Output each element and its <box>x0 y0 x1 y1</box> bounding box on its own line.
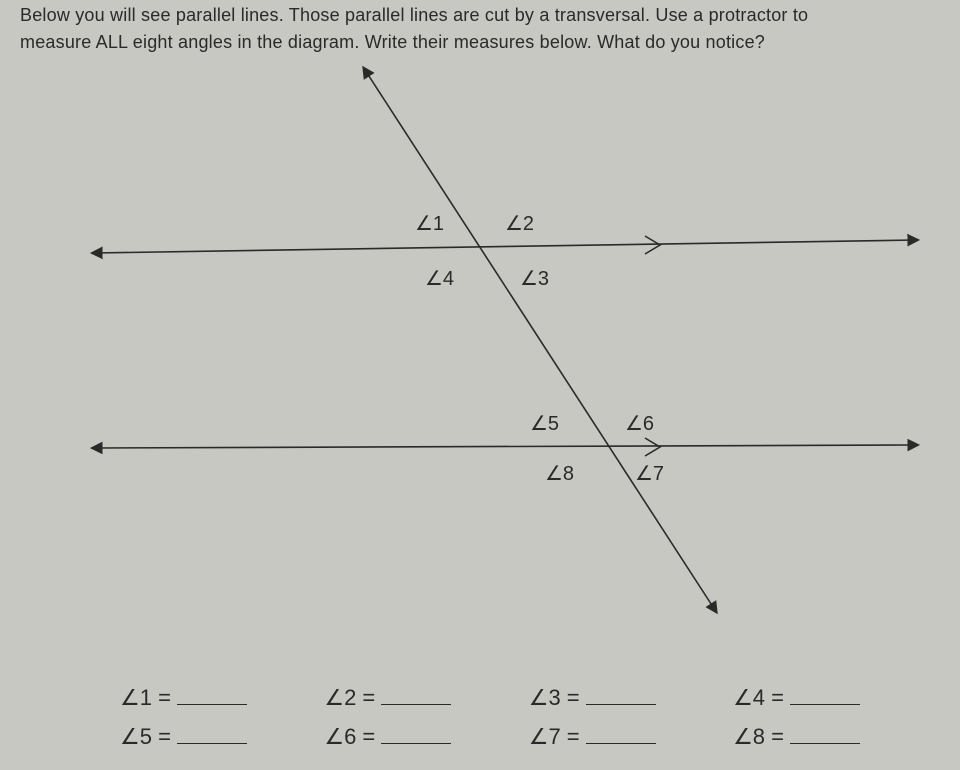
answer-cell: ∠6 = <box>324 719 451 750</box>
angle-diagram: ∠1 ∠2 ∠4 ∠3 ∠5 ∠6 ∠8 ∠7 <box>0 50 960 630</box>
angle-label-6: ∠6 <box>625 413 654 435</box>
answer-label: ∠5 = <box>120 724 171 750</box>
transversal-line <box>365 70 715 610</box>
answer-row-1: ∠1 = ∠2 = ∠3 = ∠4 = <box>120 680 860 711</box>
answer-blank[interactable] <box>790 680 860 705</box>
answer-cell: ∠8 = <box>733 719 860 750</box>
worksheet-page: Below you will see parallel lines. Those… <box>0 0 960 770</box>
answer-blank[interactable] <box>586 719 656 744</box>
answer-blank[interactable] <box>586 680 656 705</box>
answer-cell: ∠5 = <box>120 719 247 750</box>
parallel-line-2 <box>95 445 915 448</box>
answer-label: ∠6 = <box>324 724 375 750</box>
answer-blank[interactable] <box>177 680 247 705</box>
answer-label: ∠4 = <box>733 685 784 711</box>
answer-blank[interactable] <box>790 719 860 744</box>
answer-label: ∠7 = <box>529 724 580 750</box>
angle-label-4: ∠4 <box>425 268 454 290</box>
instructions-line1: Below you will see parallel lines. Those… <box>20 2 940 29</box>
angle-label-3: ∠3 <box>520 268 549 290</box>
answer-label: ∠1 = <box>120 685 171 711</box>
answer-label: ∠3 = <box>529 685 580 711</box>
answer-cell: ∠1 = <box>120 680 247 711</box>
answer-label: ∠2 = <box>324 685 375 711</box>
parallel-line-1 <box>95 240 915 253</box>
answer-row-2: ∠5 = ∠6 = ∠7 = ∠8 = <box>120 719 860 750</box>
answer-cell: ∠3 = <box>529 680 656 711</box>
answer-cell: ∠2 = <box>324 680 451 711</box>
answer-blank[interactable] <box>381 680 451 705</box>
instructions-block: Below you will see parallel lines. Those… <box>20 0 940 56</box>
angle-label-5: ∠5 <box>530 413 559 435</box>
parallel-tick-2 <box>645 438 660 456</box>
answer-blank[interactable] <box>177 719 247 744</box>
answer-cell: ∠4 = <box>733 680 860 711</box>
answer-blank[interactable] <box>381 719 451 744</box>
answers-block: ∠1 = ∠2 = ∠3 = ∠4 = ∠5 = ∠6 = <box>0 672 960 750</box>
angle-label-8: ∠8 <box>545 463 574 485</box>
angle-label-7: ∠7 <box>635 463 664 485</box>
angle-label-2: ∠2 <box>505 213 534 235</box>
answer-cell: ∠7 = <box>529 719 656 750</box>
angle-label-1: ∠1 <box>415 213 444 235</box>
answer-label: ∠8 = <box>733 724 784 750</box>
